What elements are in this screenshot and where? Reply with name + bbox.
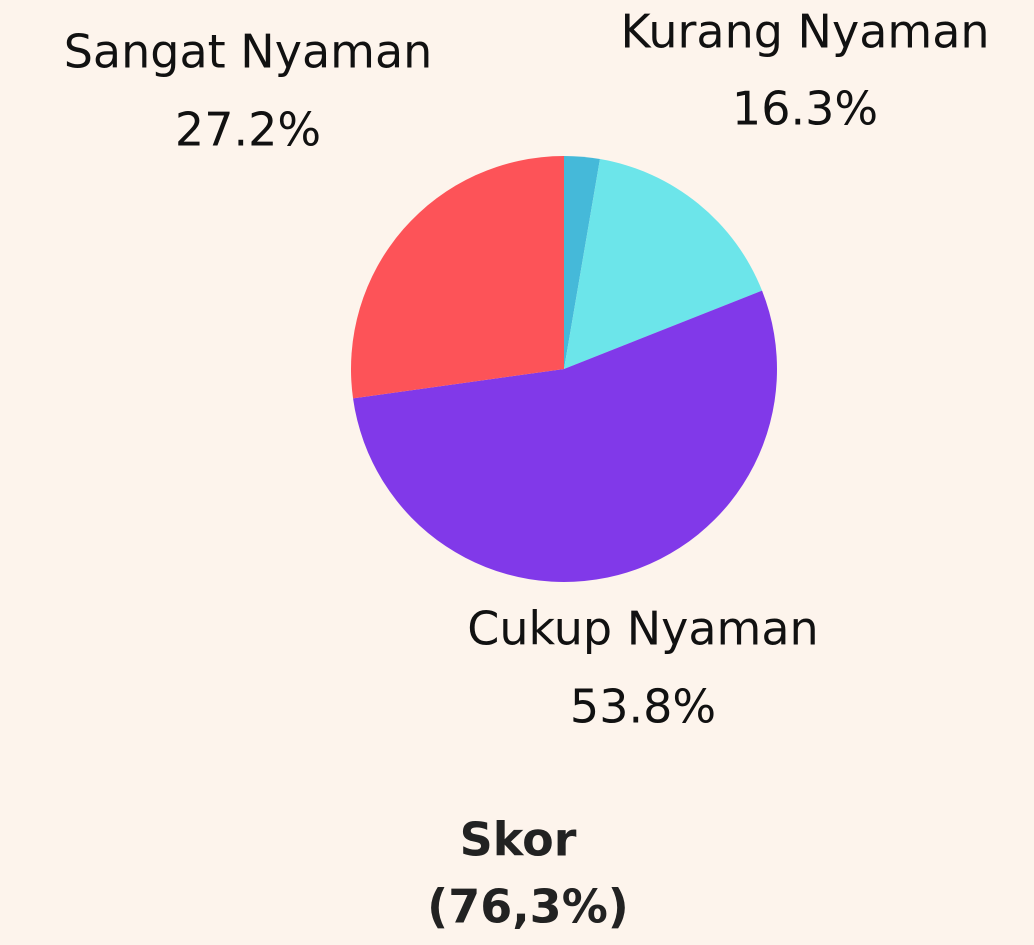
slice-value: 27.2%	[175, 103, 321, 157]
pie	[350, 156, 778, 582]
pie-slice	[564, 159, 763, 369]
slice-value: 53.8%	[570, 680, 716, 734]
labels: Kurang Nyaman 16.3% Cukup Nyaman 53.8% Sanga…	[64, 5, 990, 734]
pie-slice	[350, 156, 564, 399]
pie-slice	[353, 290, 778, 582]
pie-slice	[564, 156, 600, 369]
slice-label: Sangat Nyaman	[64, 25, 433, 79]
slice-label: Kurang Nyaman	[620, 5, 989, 59]
slice-label: Cukup Nyaman	[467, 602, 818, 656]
score-value: (76,3%)	[427, 880, 629, 934]
score-label: Skor	[460, 813, 577, 867]
slice-value: 16.3%	[732, 82, 878, 136]
